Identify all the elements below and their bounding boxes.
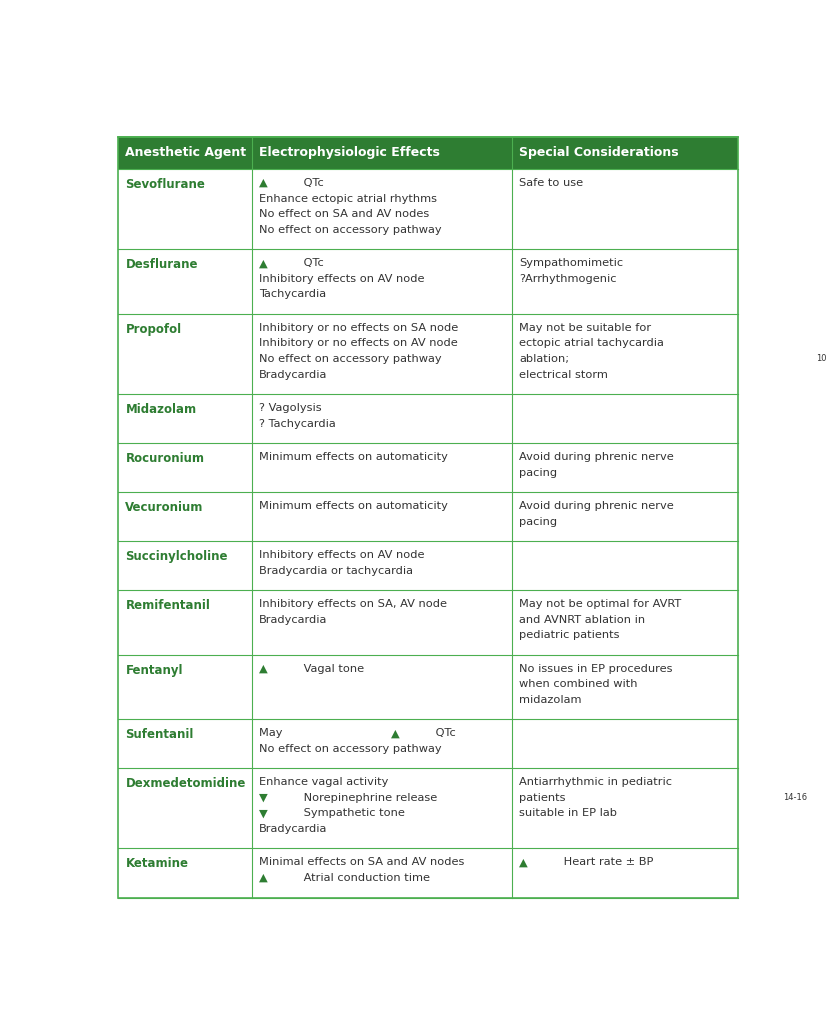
Text: ablation;: ablation;: [519, 354, 569, 364]
Text: 14-16: 14-16: [783, 793, 808, 802]
Text: ▲: ▲: [258, 873, 268, 883]
Text: May: May: [258, 728, 286, 738]
Bar: [119, 590, 738, 654]
Text: Inhibitory or no effects on SA node: Inhibitory or no effects on SA node: [258, 323, 458, 333]
Text: ▲: ▲: [258, 258, 268, 268]
Text: Sevoflurane: Sevoflurane: [125, 178, 206, 191]
Text: No effect on accessory pathway: No effect on accessory pathway: [258, 225, 441, 234]
Text: Enhance ectopic atrial rhythms: Enhance ectopic atrial rhythms: [258, 194, 436, 204]
Text: ▲: ▲: [258, 178, 268, 188]
Text: Avoid during phrenic nerve: Avoid during phrenic nerve: [519, 501, 674, 511]
Text: Tachycardia: Tachycardia: [258, 290, 326, 299]
Text: pacing: pacing: [519, 516, 558, 526]
Text: ectopic atrial tachycardia: ectopic atrial tachycardia: [519, 338, 664, 348]
Bar: [119, 541, 738, 590]
Text: Bradycardia: Bradycardia: [258, 824, 327, 834]
Text: Inhibitory effects on AV node: Inhibitory effects on AV node: [258, 273, 424, 284]
Text: Propofol: Propofol: [125, 323, 181, 336]
Text: No effect on accessory pathway: No effect on accessory pathway: [258, 354, 441, 364]
Text: May not be optimal for AVRT: May not be optimal for AVRT: [519, 599, 681, 609]
Text: midazolam: midazolam: [519, 695, 582, 705]
Text: Sympathomimetic: Sympathomimetic: [519, 258, 624, 268]
Text: ?Arrhythmogenic: ?Arrhythmogenic: [519, 273, 617, 284]
Text: electrical storm: electrical storm: [519, 370, 608, 380]
Text: Antiarrhythmic in pediatric: Antiarrhythmic in pediatric: [519, 777, 672, 787]
Text: Minimum effects on automaticity: Minimum effects on automaticity: [258, 501, 447, 511]
Bar: [119, 654, 738, 719]
Text: Sufentanil: Sufentanil: [125, 728, 194, 741]
Text: Inhibitory or no effects on AV node: Inhibitory or no effects on AV node: [258, 338, 457, 348]
Text: and AVNRT ablation in: and AVNRT ablation in: [519, 614, 645, 625]
Text: Remifentanil: Remifentanil: [125, 599, 211, 612]
Text: Electrophysiologic Effects: Electrophysiologic Effects: [258, 146, 440, 160]
Text: Dexmedetomidine: Dexmedetomidine: [125, 777, 246, 791]
Text: Minimum effects on automaticity: Minimum effects on automaticity: [258, 452, 447, 462]
Text: Minimal effects on SA and AV nodes: Minimal effects on SA and AV nodes: [258, 857, 464, 867]
Text: May not be suitable for: May not be suitable for: [519, 323, 651, 333]
Bar: [512, 137, 738, 169]
Text: 10: 10: [817, 354, 827, 362]
Text: pediatric patients: pediatric patients: [519, 630, 619, 640]
Text: Atrial conduction time: Atrial conduction time: [300, 873, 430, 883]
Bar: [119, 493, 738, 541]
Text: ? Vagolysis: ? Vagolysis: [258, 403, 321, 413]
Text: Special Considerations: Special Considerations: [519, 146, 679, 160]
Text: Bradycardia or tachycardia: Bradycardia or tachycardia: [258, 565, 413, 575]
Bar: [119, 169, 738, 249]
Text: suitable in EP lab: suitable in EP lab: [519, 808, 617, 818]
Bar: [119, 394, 738, 443]
Text: Vecuronium: Vecuronium: [125, 501, 204, 514]
Text: ▲: ▲: [391, 728, 400, 738]
Text: Heart rate ± BP: Heart rate ± BP: [560, 857, 654, 867]
Text: QTc: QTc: [432, 728, 456, 738]
Text: ▼: ▼: [258, 808, 268, 818]
Bar: [119, 249, 738, 314]
Bar: [119, 314, 738, 394]
Bar: [119, 768, 738, 849]
Text: Fentanyl: Fentanyl: [125, 664, 183, 677]
Text: patients: patients: [519, 793, 566, 803]
Bar: [119, 719, 738, 768]
Text: No effect on SA and AV nodes: No effect on SA and AV nodes: [258, 209, 429, 219]
Text: Rocuronium: Rocuronium: [125, 452, 205, 465]
Text: No issues in EP procedures: No issues in EP procedures: [519, 664, 673, 674]
Text: Avoid during phrenic nerve: Avoid during phrenic nerve: [519, 452, 674, 462]
Bar: [119, 849, 738, 897]
Bar: [119, 443, 738, 493]
Text: QTc: QTc: [300, 178, 324, 188]
Text: Safe to use: Safe to use: [519, 178, 584, 188]
Text: ? Tachycardia: ? Tachycardia: [258, 419, 335, 429]
Text: pacing: pacing: [519, 468, 558, 477]
Bar: [252, 137, 512, 169]
Text: QTc: QTc: [300, 258, 324, 268]
Text: ▼: ▼: [258, 793, 268, 803]
Text: Desflurane: Desflurane: [125, 258, 198, 271]
Text: Succinylcholine: Succinylcholine: [125, 550, 228, 563]
Text: ▲: ▲: [258, 664, 268, 674]
Bar: [119, 137, 252, 169]
Text: Midazolam: Midazolam: [125, 403, 196, 416]
Text: Anesthetic Agent: Anesthetic Agent: [125, 146, 247, 160]
Text: when combined with: when combined with: [519, 679, 638, 689]
Text: Inhibitory effects on SA, AV node: Inhibitory effects on SA, AV node: [258, 599, 446, 609]
Text: Vagal tone: Vagal tone: [300, 664, 364, 674]
Text: Ketamine: Ketamine: [125, 857, 188, 870]
Text: ▲: ▲: [519, 857, 528, 867]
Text: No effect on accessory pathway: No effect on accessory pathway: [258, 743, 441, 754]
Text: Bradycardia: Bradycardia: [258, 370, 327, 380]
Text: Enhance vagal activity: Enhance vagal activity: [258, 777, 388, 787]
Text: Bradycardia: Bradycardia: [258, 614, 327, 625]
Text: Norepinephrine release: Norepinephrine release: [300, 793, 437, 803]
Text: Inhibitory effects on AV node: Inhibitory effects on AV node: [258, 550, 424, 560]
Text: Sympathetic tone: Sympathetic tone: [300, 808, 405, 818]
